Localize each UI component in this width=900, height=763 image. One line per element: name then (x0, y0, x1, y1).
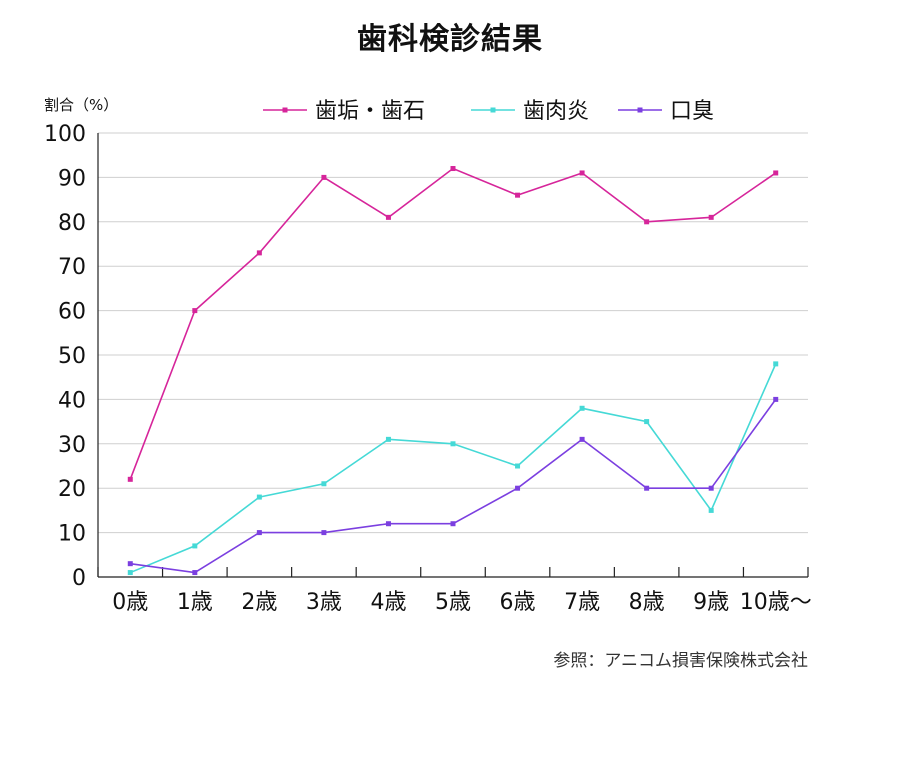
x-tick-label: 4歳 (370, 590, 406, 615)
series-line (130, 398, 777, 574)
data-point (515, 192, 521, 198)
legend: 歯垢・歯石 歯肉炎 口臭 (263, 99, 714, 124)
series-0 (127, 166, 779, 482)
y-tick-label: 70 (58, 255, 86, 280)
data-point (256, 250, 262, 256)
chart-title: 歯科検診結果 (357, 22, 543, 57)
source-note: 参照：アニコム損害保険株式会社 (553, 651, 808, 671)
data-point (127, 570, 133, 576)
y-tick-label: 20 (58, 477, 86, 502)
data-point (450, 166, 456, 172)
data-point (644, 219, 650, 225)
x-tick-label: 2歳 (241, 590, 277, 615)
x-tick-label: 6歳 (500, 590, 536, 615)
series-1 (127, 361, 779, 576)
y-tick-label: 100 (44, 122, 86, 147)
data-point (579, 436, 585, 442)
data-point (579, 405, 585, 411)
x-tick-label: 7歳 (564, 590, 600, 615)
data-point (773, 396, 779, 402)
data-point (773, 170, 779, 176)
y-tick-label: 40 (58, 388, 86, 413)
y-tick-label: 30 (58, 433, 86, 458)
data-point (127, 561, 133, 567)
legend-item: 口臭 (618, 99, 714, 124)
series-2 (127, 396, 779, 576)
data-point (708, 214, 714, 220)
grid-lines (98, 132, 808, 534)
y-tick-label: 50 (58, 344, 86, 369)
data-point (644, 485, 650, 491)
series-line (129, 167, 777, 480)
axes (97, 133, 809, 578)
data-point (256, 530, 262, 536)
data-point (192, 570, 198, 576)
x-tick-label: 8歳 (629, 590, 665, 615)
y-tick-labels: 0 10 20 30 40 50 60 70 80 90 100 (44, 122, 86, 591)
y-tick-label: 90 (58, 166, 86, 191)
legend-item: 歯肉炎 (471, 99, 589, 124)
y-tick-label: 10 (58, 522, 86, 547)
y-tick-label: 60 (58, 300, 86, 325)
data-point (708, 507, 714, 513)
x-tick-label: 0歳 (112, 590, 148, 615)
data-point (127, 476, 133, 482)
data-point (385, 214, 391, 220)
y-axis-label: 割合（%） (44, 96, 119, 114)
legend-swatch-marker (637, 107, 643, 113)
data-point (321, 481, 327, 487)
data-point (450, 441, 456, 447)
data-point (644, 419, 650, 425)
legend-item: 歯垢・歯石 (263, 99, 425, 124)
legend-label: 歯肉炎 (523, 99, 589, 124)
x-tick-label: 3歳 (306, 590, 342, 615)
y-tick-label: 0 (72, 566, 86, 591)
x-tick-label: 10歳〜 (740, 590, 812, 615)
data-point (708, 485, 714, 491)
x-tick-label: 5歳 (435, 590, 471, 615)
legend-swatch-marker (282, 107, 288, 113)
data-point (192, 308, 198, 314)
data-point (256, 494, 262, 500)
data-point (579, 170, 585, 176)
data-point (192, 543, 198, 549)
data-point (321, 174, 327, 180)
data-point (321, 530, 327, 536)
legend-label: 歯垢・歯石 (315, 99, 425, 124)
data-point (385, 436, 391, 442)
x-tick-labels: 0歳 1歳 2歳 3歳 4歳 5歳 6歳 7歳 8歳 9歳 10歳〜 (112, 590, 811, 615)
data-point (450, 521, 456, 527)
series-line (129, 363, 777, 574)
series-lines (127, 166, 779, 576)
data-point (515, 485, 521, 491)
x-tick-label: 1歳 (177, 590, 213, 615)
legend-label: 口臭 (670, 99, 714, 124)
x-tick-label: 9歳 (693, 590, 729, 615)
y-tick-label: 80 (58, 211, 86, 236)
data-point (515, 463, 521, 469)
legend-swatch-marker (490, 107, 496, 113)
data-point (385, 521, 391, 527)
data-point (773, 361, 779, 367)
